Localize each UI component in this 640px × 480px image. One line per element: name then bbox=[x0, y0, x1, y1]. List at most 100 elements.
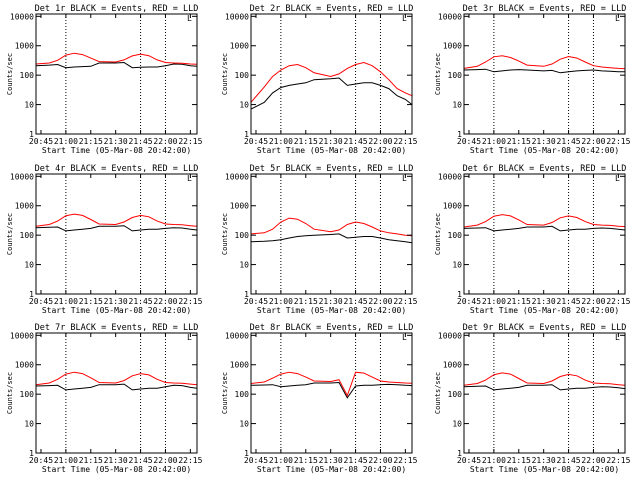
y-tick-label: 10 bbox=[24, 420, 34, 429]
x-tick-label: 22:00 bbox=[581, 137, 605, 146]
x-tick-label: 21:45 bbox=[344, 456, 368, 465]
y-axis-label: Counts/sec bbox=[221, 372, 229, 414]
x-tick-label: 20:45 bbox=[29, 456, 53, 465]
plot-frame bbox=[463, 332, 626, 454]
y-tick-label: 1 bbox=[29, 290, 34, 299]
x-tick-label: 22:15 bbox=[178, 456, 202, 465]
x-tick-label: 22:15 bbox=[393, 456, 417, 465]
y-tick-label: 1 bbox=[244, 449, 249, 458]
x-tick-label: 22:00 bbox=[368, 297, 392, 306]
x-tick-label: 21:00 bbox=[482, 297, 506, 306]
x-axis-label: Start Time (05-Mar-08 20:42:00) bbox=[42, 306, 191, 315]
y-tick-label: 1000 bbox=[15, 202, 34, 211]
plot-frame bbox=[250, 13, 413, 135]
x-tick-label: 21:00 bbox=[482, 137, 506, 146]
y-axis-label: Counts/sec bbox=[434, 213, 442, 255]
x-tick-label: 21:30 bbox=[532, 297, 556, 306]
plot-frame bbox=[463, 13, 626, 135]
x-tick-label: 21:30 bbox=[319, 137, 343, 146]
x-axis-label: Start Time (05-Mar-08 20:42:00) bbox=[257, 465, 406, 474]
x-axis-label: Start Time (05-Mar-08 20:42:00) bbox=[257, 306, 406, 315]
series-events bbox=[35, 383, 198, 391]
y-tick-label: 1 bbox=[29, 449, 34, 458]
x-tick-label: 20:45 bbox=[244, 137, 268, 146]
x-tick-label: 20:45 bbox=[29, 297, 53, 306]
x-axis-label: Start Time (05-Mar-08 20:42:00) bbox=[42, 465, 191, 474]
y-tick-label: 100 bbox=[448, 71, 463, 80]
x-tick-label: 22:15 bbox=[606, 297, 630, 306]
x-tick-label: 21:45 bbox=[344, 137, 368, 146]
panel-title: Det 8r BLACK = Events, RED = LLD bbox=[250, 323, 414, 333]
y-tick-label: 10 bbox=[239, 101, 249, 110]
x-tick-label: 21:45 bbox=[344, 297, 368, 306]
plot-frame bbox=[35, 173, 198, 295]
series-events bbox=[463, 68, 625, 74]
x-tick-label: 21:00 bbox=[269, 456, 293, 465]
y-axis-label: Counts/sec bbox=[6, 213, 14, 255]
top-marker-label: L bbox=[187, 333, 192, 342]
x-tick-label: 22:00 bbox=[368, 456, 392, 465]
y-tick-label: 10000 bbox=[10, 12, 34, 21]
y-tick-label: 1000 bbox=[230, 202, 249, 211]
x-tick-label: 20:45 bbox=[457, 137, 481, 146]
y-tick-label: 10000 bbox=[10, 172, 34, 181]
series-events bbox=[250, 77, 413, 110]
series-lld bbox=[250, 217, 413, 237]
y-tick-label: 1000 bbox=[443, 202, 462, 211]
y-tick-label: 10000 bbox=[10, 331, 34, 340]
y-tick-label: 1000 bbox=[15, 42, 34, 51]
y-tick-label: 10 bbox=[239, 420, 249, 429]
x-tick-label: 20:45 bbox=[244, 456, 268, 465]
top-marker-label: L bbox=[402, 174, 407, 183]
y-tick-label: 100 bbox=[235, 390, 250, 399]
x-tick-label: 22:00 bbox=[581, 297, 605, 306]
x-tick-label: 21:15 bbox=[507, 297, 531, 306]
x-tick-label: 20:45 bbox=[29, 137, 53, 146]
y-axis-label: Counts/sec bbox=[221, 213, 229, 255]
series-lld bbox=[35, 52, 198, 65]
x-tick-label: 21:45 bbox=[557, 297, 581, 306]
plot-frame bbox=[250, 332, 413, 454]
y-tick-label: 1000 bbox=[230, 42, 249, 51]
series-lld bbox=[463, 214, 626, 228]
x-tick-label: 21:30 bbox=[104, 297, 128, 306]
plot-frame bbox=[463, 173, 626, 295]
x-tick-label: 21:45 bbox=[129, 297, 153, 306]
x-tick-label: 22:15 bbox=[178, 297, 202, 306]
x-tick-label: 21:00 bbox=[54, 297, 78, 306]
y-tick-label: 100 bbox=[448, 231, 463, 240]
top-marker-label: L bbox=[615, 333, 620, 342]
x-tick-label: 21:30 bbox=[319, 456, 343, 465]
series-events bbox=[463, 384, 626, 391]
series-events bbox=[250, 233, 413, 244]
series-lld bbox=[250, 61, 413, 103]
x-tick-label: 22:15 bbox=[606, 137, 630, 146]
x-tick-label: 21:00 bbox=[482, 456, 506, 465]
x-tick-label: 21:15 bbox=[507, 137, 531, 146]
x-tick-label: 21:30 bbox=[104, 456, 128, 465]
y-tick-label: 100 bbox=[20, 390, 35, 399]
x-axis-label: Start Time (05-Mar-08 20:42:00) bbox=[42, 146, 191, 155]
series-events bbox=[463, 225, 626, 232]
x-tick-label: 21:00 bbox=[54, 456, 78, 465]
y-tick-label: 10 bbox=[239, 261, 249, 270]
x-tick-label: 20:45 bbox=[244, 297, 268, 306]
x-tick-label: 20:45 bbox=[457, 456, 481, 465]
panel-title: Det 1r BLACK = Events, RED = LLD bbox=[35, 4, 199, 14]
x-tick-label: 22:00 bbox=[581, 456, 605, 465]
x-tick-label: 21:00 bbox=[269, 297, 293, 306]
x-tick-label: 21:45 bbox=[129, 456, 153, 465]
y-tick-label: 1 bbox=[457, 449, 462, 458]
x-tick-label: 21:30 bbox=[532, 456, 556, 465]
y-tick-label: 10 bbox=[452, 101, 462, 110]
x-tick-label: 21:45 bbox=[557, 137, 581, 146]
x-tick-label: 21:15 bbox=[79, 456, 103, 465]
series-lld bbox=[463, 372, 626, 386]
x-tick-label: 21:15 bbox=[294, 297, 318, 306]
